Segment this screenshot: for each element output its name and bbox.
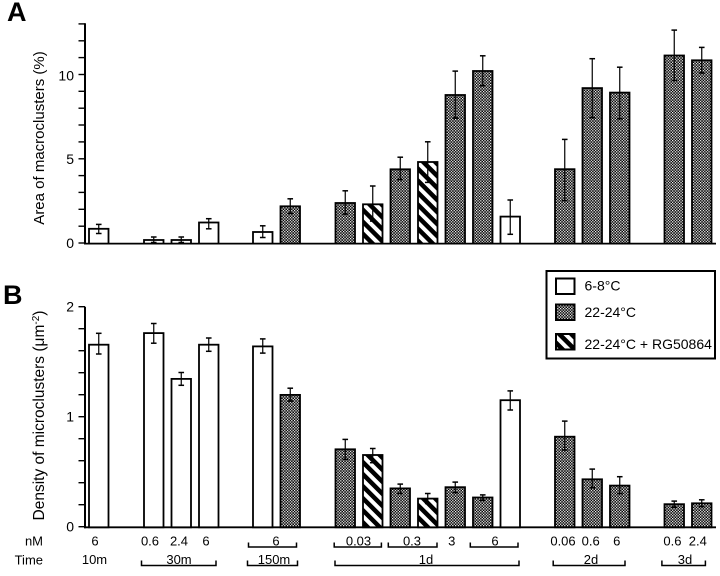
svg-text:3: 3 — [448, 534, 455, 549]
svg-text:0.6: 0.6 — [141, 534, 159, 549]
svg-text:0.06: 0.06 — [550, 534, 575, 549]
svg-text:10m: 10m — [82, 552, 107, 567]
svg-text:6: 6 — [202, 534, 209, 549]
svg-text:1: 1 — [66, 409, 74, 425]
svg-text:2.4: 2.4 — [170, 534, 188, 549]
svg-text:0.6: 0.6 — [582, 534, 600, 549]
svg-text:0.3: 0.3 — [403, 534, 421, 549]
svg-text:22-24°C: 22-24°C — [585, 304, 637, 320]
svg-text:0.6: 0.6 — [663, 534, 681, 549]
svg-text:6: 6 — [272, 534, 279, 549]
svg-text:2d: 2d — [584, 552, 598, 567]
svg-text:150m: 150m — [258, 552, 291, 567]
svg-text:Area of macroclusters (%): Area of macroclusters (%) — [31, 51, 48, 224]
svg-text:3d: 3d — [678, 552, 692, 567]
svg-text:0.03: 0.03 — [346, 534, 371, 549]
svg-text:A: A — [7, 0, 27, 27]
svg-text:6-8°C: 6-8°C — [585, 277, 621, 293]
svg-text:6: 6 — [613, 534, 620, 549]
svg-text:0: 0 — [66, 519, 74, 535]
svg-text:2.4: 2.4 — [689, 534, 707, 549]
svg-text:0: 0 — [66, 235, 74, 251]
svg-text:Time: Time — [15, 552, 43, 567]
svg-text:B: B — [3, 280, 23, 310]
svg-text:Density of microclusters (μm-2: Density of microclusters (μm-2) — [31, 311, 48, 521]
svg-text:nM: nM — [25, 534, 43, 549]
svg-text:10: 10 — [58, 68, 74, 84]
svg-text:30m: 30m — [166, 552, 191, 567]
svg-text:22-24°C + RG50864: 22-24°C + RG50864 — [585, 336, 713, 352]
svg-text:6: 6 — [491, 534, 498, 549]
svg-text:1d: 1d — [419, 552, 433, 567]
svg-text:6: 6 — [91, 534, 98, 549]
svg-text:5: 5 — [66, 151, 74, 167]
svg-text:2: 2 — [66, 299, 74, 315]
